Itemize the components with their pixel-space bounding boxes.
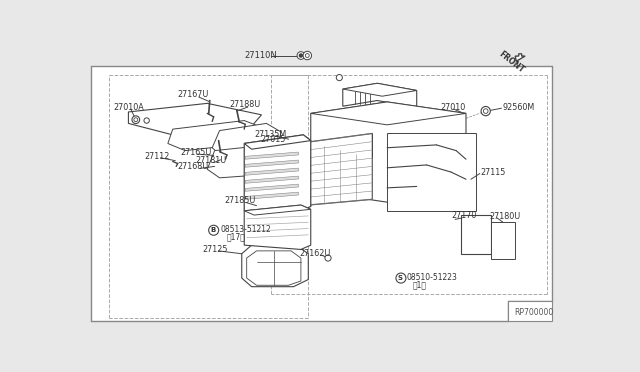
- Circle shape: [481, 106, 490, 116]
- Circle shape: [300, 54, 303, 57]
- Circle shape: [483, 109, 488, 113]
- Text: 27125: 27125: [202, 245, 228, 254]
- Polygon shape: [491, 222, 515, 260]
- Polygon shape: [244, 135, 311, 149]
- Text: 27015: 27015: [260, 135, 285, 144]
- Text: 27110N: 27110N: [244, 51, 277, 60]
- Polygon shape: [308, 134, 372, 205]
- Circle shape: [209, 225, 219, 235]
- Text: 27010: 27010: [440, 103, 466, 112]
- Text: 27135M: 27135M: [254, 129, 286, 138]
- Text: 27168U: 27168U: [178, 162, 209, 171]
- Text: 27165U: 27165U: [180, 148, 212, 157]
- Polygon shape: [245, 168, 298, 175]
- Text: S: S: [397, 275, 403, 281]
- Polygon shape: [343, 83, 417, 108]
- Polygon shape: [242, 245, 308, 287]
- Circle shape: [396, 273, 406, 283]
- Polygon shape: [168, 121, 266, 151]
- Bar: [508, 301, 552, 321]
- Polygon shape: [212, 124, 281, 156]
- Polygon shape: [311, 102, 466, 202]
- Polygon shape: [245, 160, 298, 167]
- Text: 27170: 27170: [451, 211, 477, 221]
- Polygon shape: [246, 251, 301, 285]
- Polygon shape: [129, 103, 262, 135]
- Polygon shape: [244, 205, 311, 215]
- Text: 92560M: 92560M: [503, 103, 535, 112]
- Polygon shape: [245, 152, 298, 159]
- Polygon shape: [244, 135, 311, 211]
- Circle shape: [305, 54, 309, 57]
- Circle shape: [325, 255, 331, 261]
- Text: 27010A: 27010A: [114, 103, 145, 112]
- Text: 08513-51212: 08513-51212: [221, 225, 271, 234]
- Text: 27112: 27112: [145, 152, 170, 161]
- Polygon shape: [245, 184, 298, 191]
- Polygon shape: [461, 215, 491, 254]
- Polygon shape: [244, 205, 311, 250]
- Text: 27188U: 27188U: [230, 100, 260, 109]
- Text: FRONT: FRONT: [497, 50, 526, 75]
- Polygon shape: [515, 54, 525, 61]
- Polygon shape: [343, 83, 417, 96]
- Bar: [92, 66, 552, 321]
- Circle shape: [336, 74, 342, 81]
- Polygon shape: [207, 145, 284, 178]
- Polygon shape: [245, 192, 298, 199]
- Text: （1）: （1）: [413, 281, 427, 290]
- Text: 27162U: 27162U: [300, 248, 331, 258]
- Text: 27115: 27115: [481, 168, 506, 177]
- Circle shape: [297, 52, 305, 60]
- Circle shape: [144, 118, 149, 123]
- Polygon shape: [245, 176, 298, 183]
- Text: 27167U: 27167U: [178, 90, 209, 99]
- Circle shape: [132, 116, 140, 124]
- Text: 27181U: 27181U: [195, 156, 226, 165]
- Circle shape: [303, 51, 312, 60]
- Polygon shape: [311, 102, 466, 125]
- Text: RP700000: RP700000: [515, 308, 554, 317]
- Text: B: B: [210, 227, 215, 233]
- Circle shape: [134, 118, 138, 122]
- Polygon shape: [387, 134, 476, 211]
- Text: 27180U: 27180U: [490, 212, 521, 221]
- Text: 08510-51223: 08510-51223: [407, 273, 458, 282]
- Bar: [92, 67, 552, 320]
- Text: （17）: （17）: [227, 232, 246, 242]
- Text: 27185U: 27185U: [225, 196, 256, 205]
